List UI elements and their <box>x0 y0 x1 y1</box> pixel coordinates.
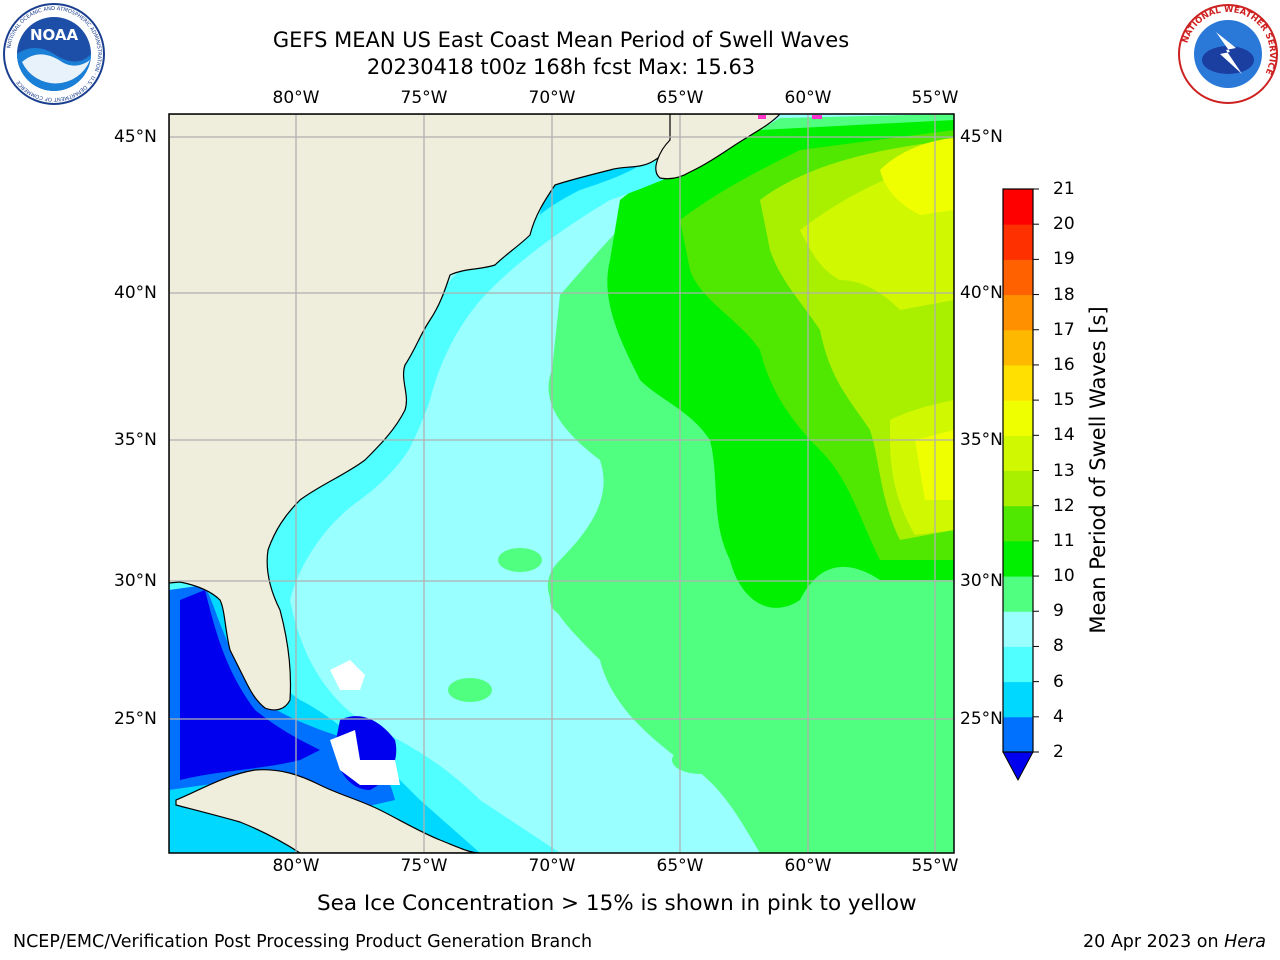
colorbar-tick-label: 15 <box>1053 390 1075 411</box>
lon-label-bottom: 80°W <box>272 856 320 876</box>
colorbar-tick-label: 14 <box>1053 425 1075 446</box>
colorbar-swatch <box>1003 681 1033 718</box>
colorbar-swatch <box>1003 716 1033 753</box>
graticule <box>169 114 954 853</box>
colorbar-swatch <box>1003 470 1033 507</box>
noaa-logo-text: NOAA <box>30 26 79 44</box>
footer-credit: NCEP/EMC/Verification Post Processing Pr… <box>13 932 593 952</box>
swell-blob <box>550 580 610 620</box>
colorbar-swatch <box>1003 189 1033 225</box>
colorbar-tick-label: 19 <box>1053 249 1075 270</box>
lon-label-top: 80°W <box>272 88 320 108</box>
sea-ice-patch <box>812 115 822 119</box>
colorbar-swatch <box>1003 576 1033 612</box>
nws-logo-icon: NATIONAL WEATHER SERVICE <box>1176 2 1280 106</box>
lat-label-left: 25°N <box>114 709 157 729</box>
lat-label-left: 35°N <box>114 430 157 450</box>
land-us <box>169 114 761 711</box>
swell-blob <box>498 548 542 572</box>
colorbar-swatch <box>1003 259 1033 296</box>
sea-ice-patch <box>758 115 766 119</box>
lon-label-top: 70°W <box>528 88 576 108</box>
swell-region-6-8-coastal <box>169 130 690 853</box>
colorbar-tick-label: 6 <box>1053 671 1064 692</box>
colorbar-swatch <box>1003 611 1033 647</box>
lon-label-top: 75°W <box>400 88 448 108</box>
colorbar-tick-label: 11 <box>1053 530 1075 551</box>
swell-blob <box>620 646 660 674</box>
colorbar-tick-label: 12 <box>1053 495 1075 516</box>
land-bahamas <box>330 730 400 785</box>
colorbar-tick-label: 4 <box>1053 706 1064 727</box>
colorbar-tick-label: 18 <box>1053 284 1075 305</box>
colorbar-swatch <box>1003 646 1033 683</box>
lon-label-bottom: 75°W <box>400 856 448 876</box>
colorbar-tick-label: 17 <box>1053 319 1075 340</box>
lat-label-right: 30°N <box>960 571 1003 591</box>
colorbar-swatch <box>1003 400 1033 436</box>
lon-label-top: 55°W <box>911 88 959 108</box>
swell-blob <box>672 746 728 774</box>
colorbar-swatch <box>1003 540 1033 577</box>
lat-label-right: 45°N <box>960 127 1003 147</box>
colorbar-under-triangle <box>1002 751 1034 782</box>
swell-region-8-9-inner <box>328 300 550 700</box>
colorbar-tick-label: 20 <box>1053 214 1075 235</box>
colorbar-swatch <box>1003 435 1033 471</box>
swell-region-under-2 <box>180 590 320 780</box>
lon-label-top: 65°W <box>656 88 704 108</box>
colorbar-swatch <box>1003 329 1033 366</box>
colorbar-tick-label: 9 <box>1053 601 1064 622</box>
lon-label-bottom: 65°W <box>656 856 704 876</box>
lat-label-right: 25°N <box>960 709 1003 729</box>
lat-label-left: 40°N <box>114 283 157 303</box>
lon-label-bottom: 60°W <box>784 856 832 876</box>
colorbar-swatch <box>1003 364 1033 401</box>
colorbar-tick-label: 2 <box>1053 742 1064 762</box>
chart-title: GEFS MEAN US East Coast Mean Period of S… <box>272 28 850 52</box>
land-cuba <box>175 769 481 853</box>
land-bahamas <box>330 660 365 690</box>
chart-subtitle: 20230418 t00z 168h fcst Max: 15.63 <box>366 55 756 79</box>
colorbar-tick-label: 13 <box>1053 460 1075 481</box>
colorbar-swatch <box>1003 505 1033 542</box>
lon-label-bottom: 70°W <box>528 856 576 876</box>
footer-machine: Hera <box>1224 932 1266 952</box>
lat-label-left: 30°N <box>114 571 157 591</box>
lat-label-right: 40°N <box>960 283 1003 303</box>
lon-label-bottom: 55°W <box>911 856 959 876</box>
noaa-logo-icon: NOAA NATIONAL OCEANIC AND ATMOSPHERIC AD… <box>2 2 106 106</box>
footer-date: 20 Apr 2023 on Hera <box>1083 932 1266 952</box>
sea-ice-note: Sea Ice Concentration > 15% is shown in … <box>317 891 917 916</box>
footer-date-text: 20 Apr 2023 on <box>1083 932 1225 952</box>
lat-label-left: 45°N <box>114 127 157 147</box>
colorbar-tick-label: 21 <box>1053 179 1075 199</box>
colorbar-swatch <box>1003 294 1033 331</box>
lon-label-top: 60°W <box>784 88 832 108</box>
swell-blob <box>448 678 492 702</box>
colorbar-swatch <box>1003 224 1033 260</box>
colorbar-tick-label: 16 <box>1053 354 1075 375</box>
lat-label-right: 35°N <box>960 430 1003 450</box>
colorbar-tick-label: 8 <box>1053 636 1064 657</box>
colorbar-tick-label: 10 <box>1053 566 1075 587</box>
colorbar-title: Mean Period of Swell Waves [s] <box>1086 306 1110 634</box>
land-canada <box>655 114 781 180</box>
map-frame <box>168 113 955 854</box>
